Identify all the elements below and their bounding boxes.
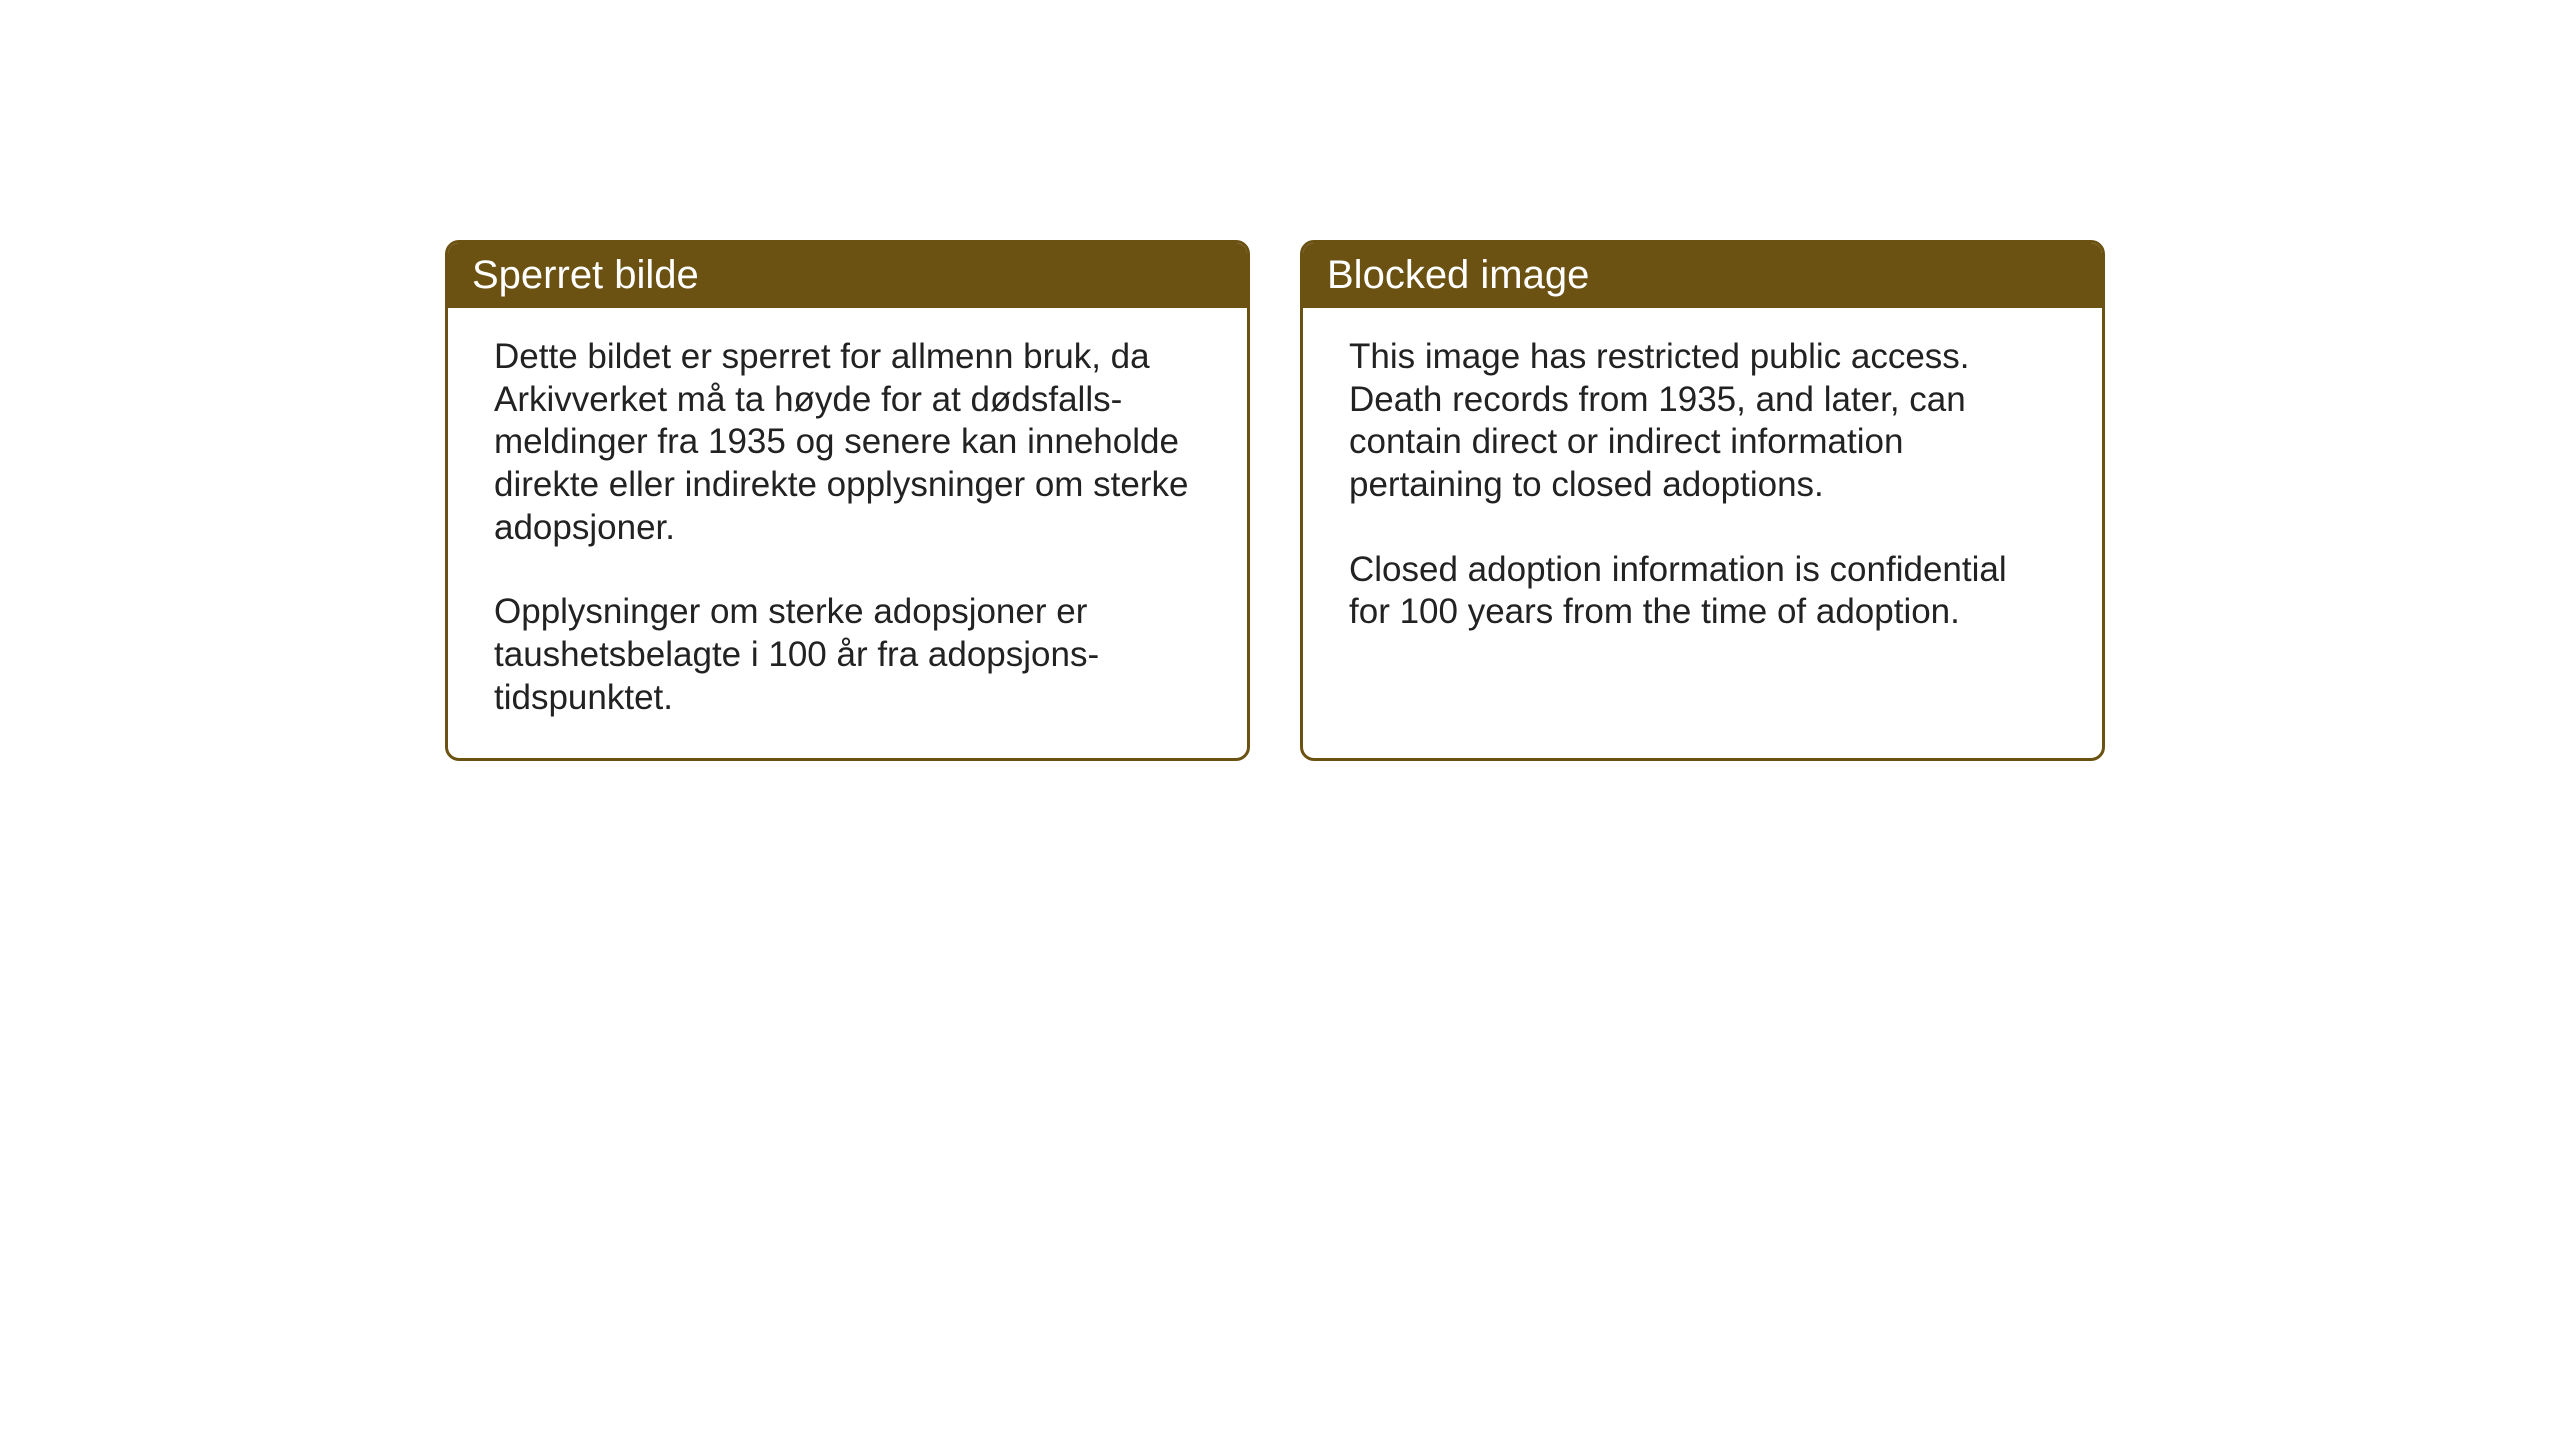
notice-container: Sperret bilde Dette bildet er sperret fo… [445,240,2105,761]
notice-paragraph-2-english: Closed adoption information is confident… [1349,549,2056,634]
notice-title-english: Blocked image [1327,253,1589,297]
notice-paragraph-1-norwegian: Dette bildet er sperret for allmenn bruk… [494,336,1201,549]
notice-box-english: Blocked image This image has restricted … [1300,240,2105,761]
notice-box-norwegian: Sperret bilde Dette bildet er sperret fo… [445,240,1250,761]
notice-body-english: This image has restricted public access.… [1303,308,2102,672]
notice-header-english: Blocked image [1303,243,2102,308]
notice-body-norwegian: Dette bildet er sperret for allmenn bruk… [448,308,1247,758]
notice-paragraph-2-norwegian: Opplysninger om sterke adopsjoner er tau… [494,591,1201,719]
notice-title-norwegian: Sperret bilde [472,253,699,297]
notice-paragraph-1-english: This image has restricted public access.… [1349,336,2056,507]
notice-header-norwegian: Sperret bilde [448,243,1247,308]
